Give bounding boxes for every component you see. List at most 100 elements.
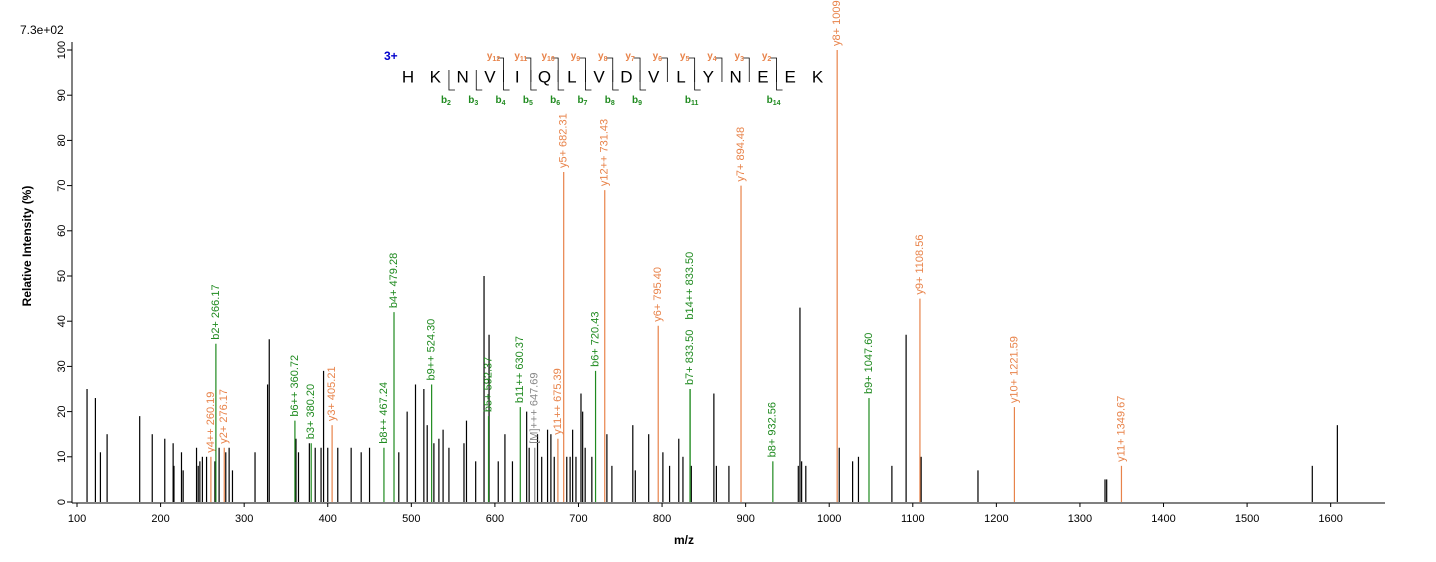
peak-label: y6+ 795.40 <box>652 267 664 322</box>
ion-number: 11 <box>520 56 528 63</box>
ion-label: y2 <box>762 51 772 63</box>
ion-label: y8 <box>598 51 608 63</box>
cleavage-mark <box>585 70 592 91</box>
peak-label: y11++ 675.39 <box>552 368 564 434</box>
y-tick-label: 80 <box>56 134 68 146</box>
x-tick-label: 100 <box>68 513 86 525</box>
residue: K <box>430 67 442 86</box>
peak-label: b14++ 833.50 <box>684 252 696 320</box>
ion-type: b <box>767 95 773 106</box>
cleavage-mark <box>715 57 723 82</box>
peak-label: b11++ 630.37 <box>514 336 526 403</box>
cleavage-mark <box>530 70 537 91</box>
charge-state: 3+ <box>384 49 398 63</box>
cleavage-mark <box>743 57 750 82</box>
ion-number: 4 <box>502 100 506 107</box>
ion-label: b4 <box>496 95 506 107</box>
y-tick-label: 70 <box>56 179 68 191</box>
residue: Q <box>538 67 551 86</box>
cleavage-mark <box>503 70 510 91</box>
peak-label: b6+ 720.43 <box>589 312 601 367</box>
ion-type: y <box>762 51 768 62</box>
ion-type: y <box>571 51 577 62</box>
cleavage-mark <box>579 57 586 82</box>
y-axis-title: Relative Intensity (%) <box>20 186 34 307</box>
ion-number: 14 <box>773 100 781 107</box>
ion-type: b <box>468 95 474 106</box>
y-tick-label: 100 <box>56 41 68 59</box>
x-tick-label: 1100 <box>901 513 925 525</box>
residue: L <box>676 67 685 86</box>
x-tick-label: 900 <box>736 513 754 525</box>
residue: E <box>757 67 768 86</box>
peak-label: b9++ 524.30 <box>426 319 438 381</box>
ion-number: 7 <box>584 100 588 107</box>
x-tick-label: 800 <box>653 513 671 525</box>
cleavage-mark <box>688 57 696 82</box>
x-tick-label: 1600 <box>1318 513 1342 525</box>
x-tick-label: 500 <box>402 513 420 525</box>
residue: L <box>567 67 576 86</box>
peak-label: [M]+++ 647.69 <box>529 373 541 444</box>
ion-type: y <box>735 51 741 62</box>
peak-label: b5+ 592.37 <box>482 357 494 412</box>
ion-label: y10 <box>541 51 554 63</box>
x-tick-label: 300 <box>235 513 253 525</box>
peak-label: y8+ 1009.52 <box>831 0 843 46</box>
x-tick-label: 200 <box>151 513 169 525</box>
cleavage-mark <box>606 57 614 82</box>
ion-label: y5 <box>680 51 690 63</box>
ion-type: y <box>487 51 493 62</box>
ion-number: 8 <box>611 100 615 107</box>
residue: K <box>812 67 824 86</box>
ion-number: 12 <box>492 56 500 63</box>
ion-label: b11 <box>685 95 699 107</box>
ion-number: 6 <box>658 56 662 63</box>
y-tick-label: 60 <box>56 225 68 237</box>
ion-label: y9 <box>571 51 581 63</box>
x-tick-label: 1500 <box>1235 513 1259 525</box>
residue: V <box>593 67 605 86</box>
ion-number: 5 <box>685 56 689 63</box>
x-tick-label: 700 <box>569 513 587 525</box>
cleavage-mark <box>557 70 565 91</box>
ion-label: b6 <box>550 95 560 107</box>
ion-type: b <box>496 95 502 106</box>
peak-label: b3+ 380.20 <box>305 384 317 439</box>
ion-type: y <box>707 51 713 62</box>
ion-label: b5 <box>523 95 533 107</box>
residue: V <box>484 67 496 86</box>
peak-label: y10+ 1221.59 <box>1008 336 1020 403</box>
cleavage-mark <box>694 70 701 91</box>
peak-label: y2+ 276.17 <box>218 389 230 444</box>
ion-label: y11 <box>514 51 527 63</box>
y-tick-label: 40 <box>56 315 68 327</box>
ion-type: y <box>680 51 686 62</box>
peak-label: b4+ 479.28 <box>388 253 400 308</box>
peak-label: b6++ 360.72 <box>289 355 301 417</box>
peak-label: b9+ 1047.60 <box>863 333 875 394</box>
ion-type: y <box>514 51 520 62</box>
ion-label: b14 <box>767 95 781 107</box>
x-axis-title: m/z <box>674 533 694 547</box>
cleavage-mark <box>475 70 483 91</box>
ion-label: y12 <box>487 51 500 63</box>
ion-label: y4 <box>707 51 717 63</box>
ion-number: 9 <box>576 56 580 63</box>
residue: I <box>515 67 520 86</box>
cleavage-mark <box>639 70 647 91</box>
ion-number: 6 <box>556 100 560 107</box>
ion-number: 8 <box>604 56 608 63</box>
ion-type: y <box>541 51 547 62</box>
peak-label: y9+ 1108.56 <box>914 235 926 295</box>
ion-number: 9 <box>638 100 642 107</box>
ion-label: b8 <box>605 95 615 107</box>
cleavage-mark <box>770 57 777 82</box>
y-tick-label: 10 <box>56 451 68 463</box>
ion-number: 4 <box>713 56 717 63</box>
ion-number: 10 <box>547 56 555 63</box>
peak-label: b8+ 932.56 <box>767 402 779 457</box>
peak-label: y12++ 731.43 <box>599 119 611 186</box>
ion-label: y7 <box>625 51 635 63</box>
residue: Y <box>703 67 714 86</box>
